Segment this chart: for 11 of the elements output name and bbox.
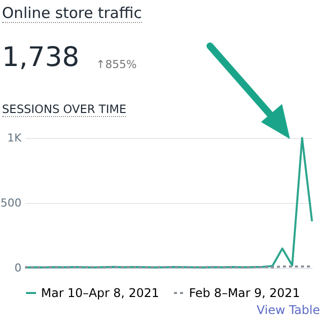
line-series [24, 137, 313, 268]
y-tick-label: 1K [7, 132, 22, 144]
y-tick-label: 500 [0, 196, 22, 210]
text: 1,738 [2, 42, 80, 73]
y-tick-label: 0 [14, 262, 22, 274]
text: View Table [256, 303, 320, 317]
text: ↑855% [96, 58, 137, 71]
legend-label: Feb 8–Mar 9, 2021 [189, 286, 300, 300]
chart-subtitle: SESSIONS OVER TIME [2, 102, 126, 117]
legend-label: Mar 10–Apr 8, 2021 [41, 286, 160, 300]
chart-title: Online store traffic [2, 4, 142, 23]
